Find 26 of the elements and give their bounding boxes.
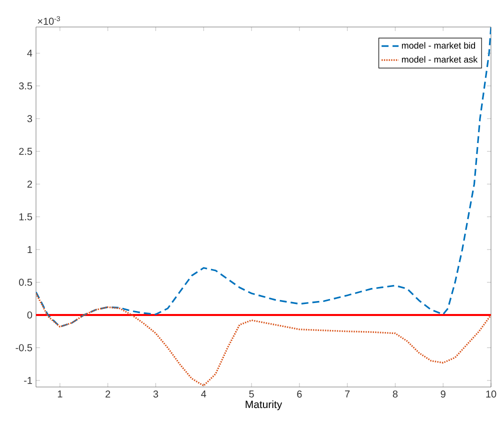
y-tick-label: 1.5	[19, 213, 32, 220]
x-tick-label: 8	[392, 390, 398, 398]
x-tick-label: 3	[153, 390, 158, 398]
y-tick-label: 3.5	[19, 82, 32, 90]
y-tick-label: 2	[27, 180, 32, 188]
y-tick-label: -1	[24, 377, 32, 384]
y-tick-label: 0	[27, 311, 32, 319]
x-tick-label: 9	[440, 390, 446, 398]
x-tick-label: 2	[106, 390, 110, 398]
legend-label: model - market bid	[402, 42, 476, 49]
x-tick-label: 5	[249, 390, 254, 398]
line-series	[36, 26, 492, 328]
y-tick-label: 4	[27, 50, 32, 57]
x-tick-label: 4	[201, 390, 206, 398]
y-tick-label: 1	[28, 246, 32, 253]
legend-label: model - market ask	[402, 56, 478, 63]
y-tick-label: 0.5	[19, 278, 32, 286]
x-tick-label: 6	[297, 390, 302, 398]
y-tick-label: -0.5	[16, 344, 32, 352]
text: ×10$^{-3}$	[38, 16, 60, 25]
y-tick-label: 2.5	[19, 148, 32, 155]
x-tick-label: 10	[486, 390, 496, 398]
x-tick-label: 7	[345, 390, 350, 398]
y-tick-label: 3	[27, 115, 32, 122]
x-axis-title: Maturity	[246, 400, 282, 410]
x-tick-label: 1	[58, 390, 62, 398]
